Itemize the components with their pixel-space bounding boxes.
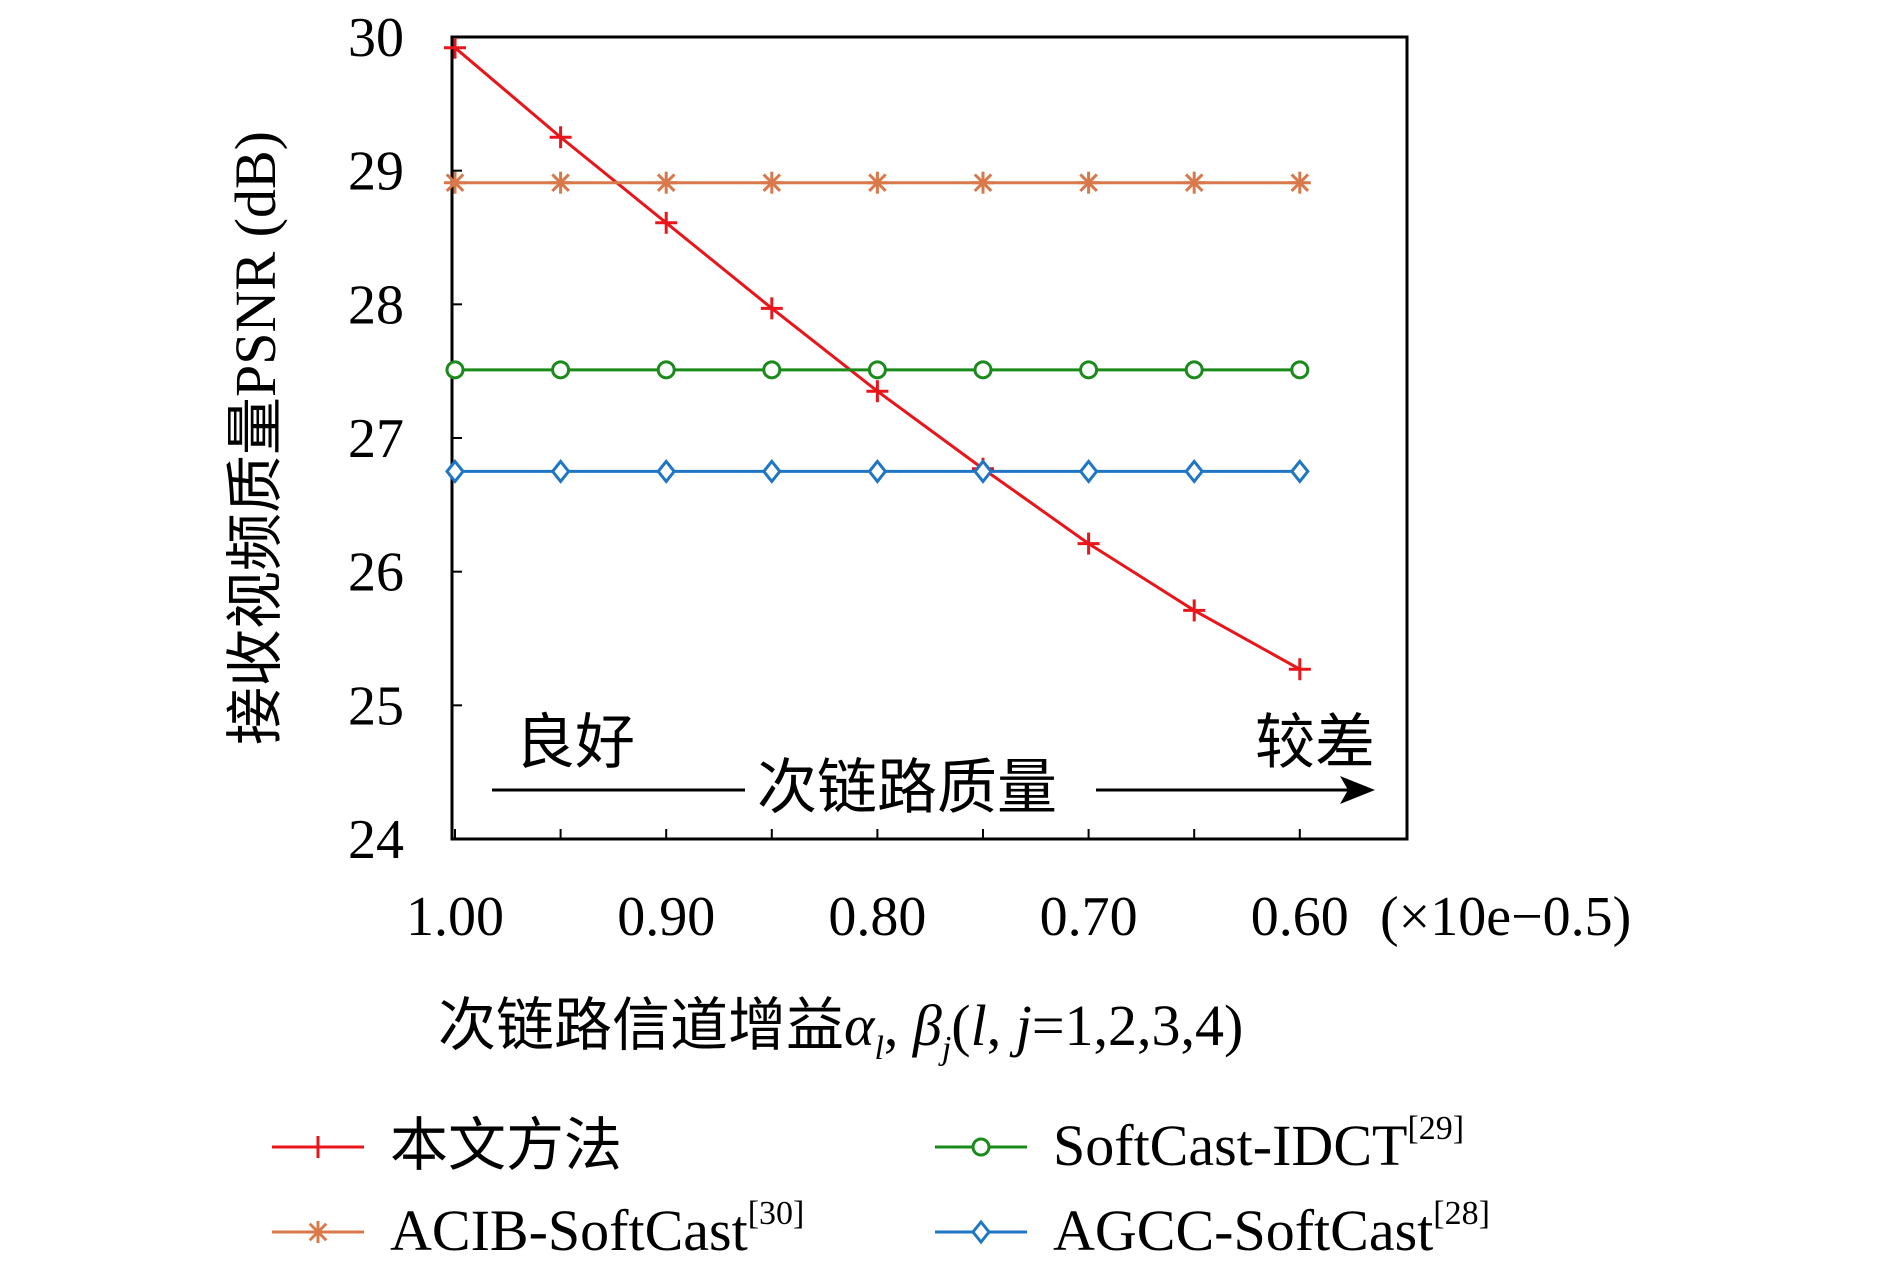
y-axis-label: 接收视频质量PSNR (dB) <box>223 131 288 745</box>
legend-marker <box>971 1137 991 1157</box>
data-point <box>549 126 572 149</box>
data-point <box>866 171 889 194</box>
y-tick-label: 25 <box>348 675 404 737</box>
legend: 本文方法 SoftCast-IDCT[29] ACIB-SoftCast[30] AG… <box>272 1110 1490 1263</box>
x-tick-label: 0.80 <box>828 886 926 948</box>
x-axis-label-sub-j: j <box>938 1030 951 1067</box>
x-axis-label-alpha: α <box>844 993 876 1058</box>
series-3 <box>445 360 1310 380</box>
series-2 <box>444 171 1311 194</box>
x-axis-label-sep: , <box>884 993 913 1058</box>
data-point <box>761 459 782 484</box>
data-point <box>1290 360 1310 380</box>
x-axis-label-beta: β <box>912 993 942 1058</box>
data-point <box>445 459 465 484</box>
data-point <box>1077 532 1100 555</box>
data-point <box>1183 599 1206 622</box>
data-point <box>867 459 888 484</box>
data-point <box>655 211 678 234</box>
annotation-quality: 次链路质量 <box>757 755 1057 821</box>
series-layer <box>444 36 1311 681</box>
legend-label: ACIB-SoftCast[30] <box>390 1195 804 1263</box>
data-point <box>1077 171 1100 194</box>
annotation-good: 良好 <box>515 710 635 776</box>
x-axis-label-tail: =1,2,3,4) <box>1032 993 1244 1058</box>
data-point <box>1288 658 1311 681</box>
x-tick-labels: 1.00 0.90 0.80 0.70 0.60 <box>406 829 1349 948</box>
data-point <box>656 360 676 380</box>
data-point <box>866 380 889 403</box>
x-axis-label-main: 次链路信道增益 <box>438 993 844 1058</box>
legend-marker <box>307 1221 329 1243</box>
legend-marker <box>307 1136 329 1158</box>
legend-entry: 本文方法 <box>272 1113 622 1178</box>
x-axis-label-sub-l: l <box>874 1030 883 1067</box>
data-point <box>1184 360 1204 380</box>
legend-entry: ACIB-SoftCast[30] <box>272 1195 804 1263</box>
x-axis-label-open: ( <box>951 993 970 1058</box>
data-point <box>549 171 572 194</box>
y-tick-labels: 24 25 26 27 28 29 30 <box>348 7 462 871</box>
data-point <box>972 171 994 194</box>
x-tick-label: 0.60 <box>1251 886 1349 948</box>
x-axis-label: 次链路信道增益αl, βj(l, j=1,2,3,4) <box>438 993 1243 1067</box>
data-point <box>973 360 993 380</box>
legend-citation: [30] <box>748 1195 805 1232</box>
x-axis-label-l: l <box>971 993 987 1058</box>
legend-label: SoftCast-IDCT[29] <box>1053 1110 1464 1178</box>
data-point <box>973 459 993 484</box>
series-1 <box>444 36 1311 681</box>
y-tick-label: 30 <box>348 7 404 69</box>
data-point <box>1183 171 1206 194</box>
x-tick-label: 0.70 <box>1040 886 1138 948</box>
data-point <box>550 459 571 484</box>
y-tick-label: 28 <box>348 274 404 336</box>
data-point <box>1289 459 1310 484</box>
data-point <box>762 360 782 380</box>
x-tick-label: 0.90 <box>617 886 715 948</box>
x-tick-label: 1.00 <box>406 886 504 948</box>
data-point <box>1078 459 1099 484</box>
annotation-poor: 较差 <box>1255 710 1375 776</box>
data-point <box>867 360 887 380</box>
y-tick-label: 29 <box>348 141 404 203</box>
x-unit-label: (×10e−0.5) <box>1380 886 1631 948</box>
data-point <box>551 360 571 380</box>
data-point <box>444 36 466 59</box>
legend-label: AGCC-SoftCast[28] <box>1053 1195 1490 1263</box>
x-axis-label-comma: , <box>987 993 1016 1058</box>
y-tick-label: 24 <box>348 809 404 871</box>
y-tick-label: 27 <box>348 408 404 470</box>
quality-arrow-head <box>1340 776 1375 804</box>
data-point <box>444 171 466 194</box>
data-point <box>445 360 465 380</box>
legend-label: 本文方法 <box>390 1113 622 1178</box>
legend-entry: AGCC-SoftCast[28] <box>935 1195 1490 1263</box>
data-point <box>656 459 677 484</box>
series-line <box>454 46 1301 671</box>
data-point <box>1288 171 1311 194</box>
data-point <box>760 297 783 320</box>
data-point <box>655 171 678 194</box>
data-point <box>760 171 783 194</box>
data-point <box>1079 360 1099 380</box>
y-tick-label: 26 <box>348 542 404 604</box>
data-point <box>1184 459 1205 484</box>
legend-citation: [28] <box>1433 1195 1490 1232</box>
legend-citation: [29] <box>1407 1110 1464 1147</box>
series-4 <box>445 459 1310 484</box>
legend-entry: SoftCast-IDCT[29] <box>935 1110 1464 1178</box>
legend-marker <box>971 1219 991 1245</box>
